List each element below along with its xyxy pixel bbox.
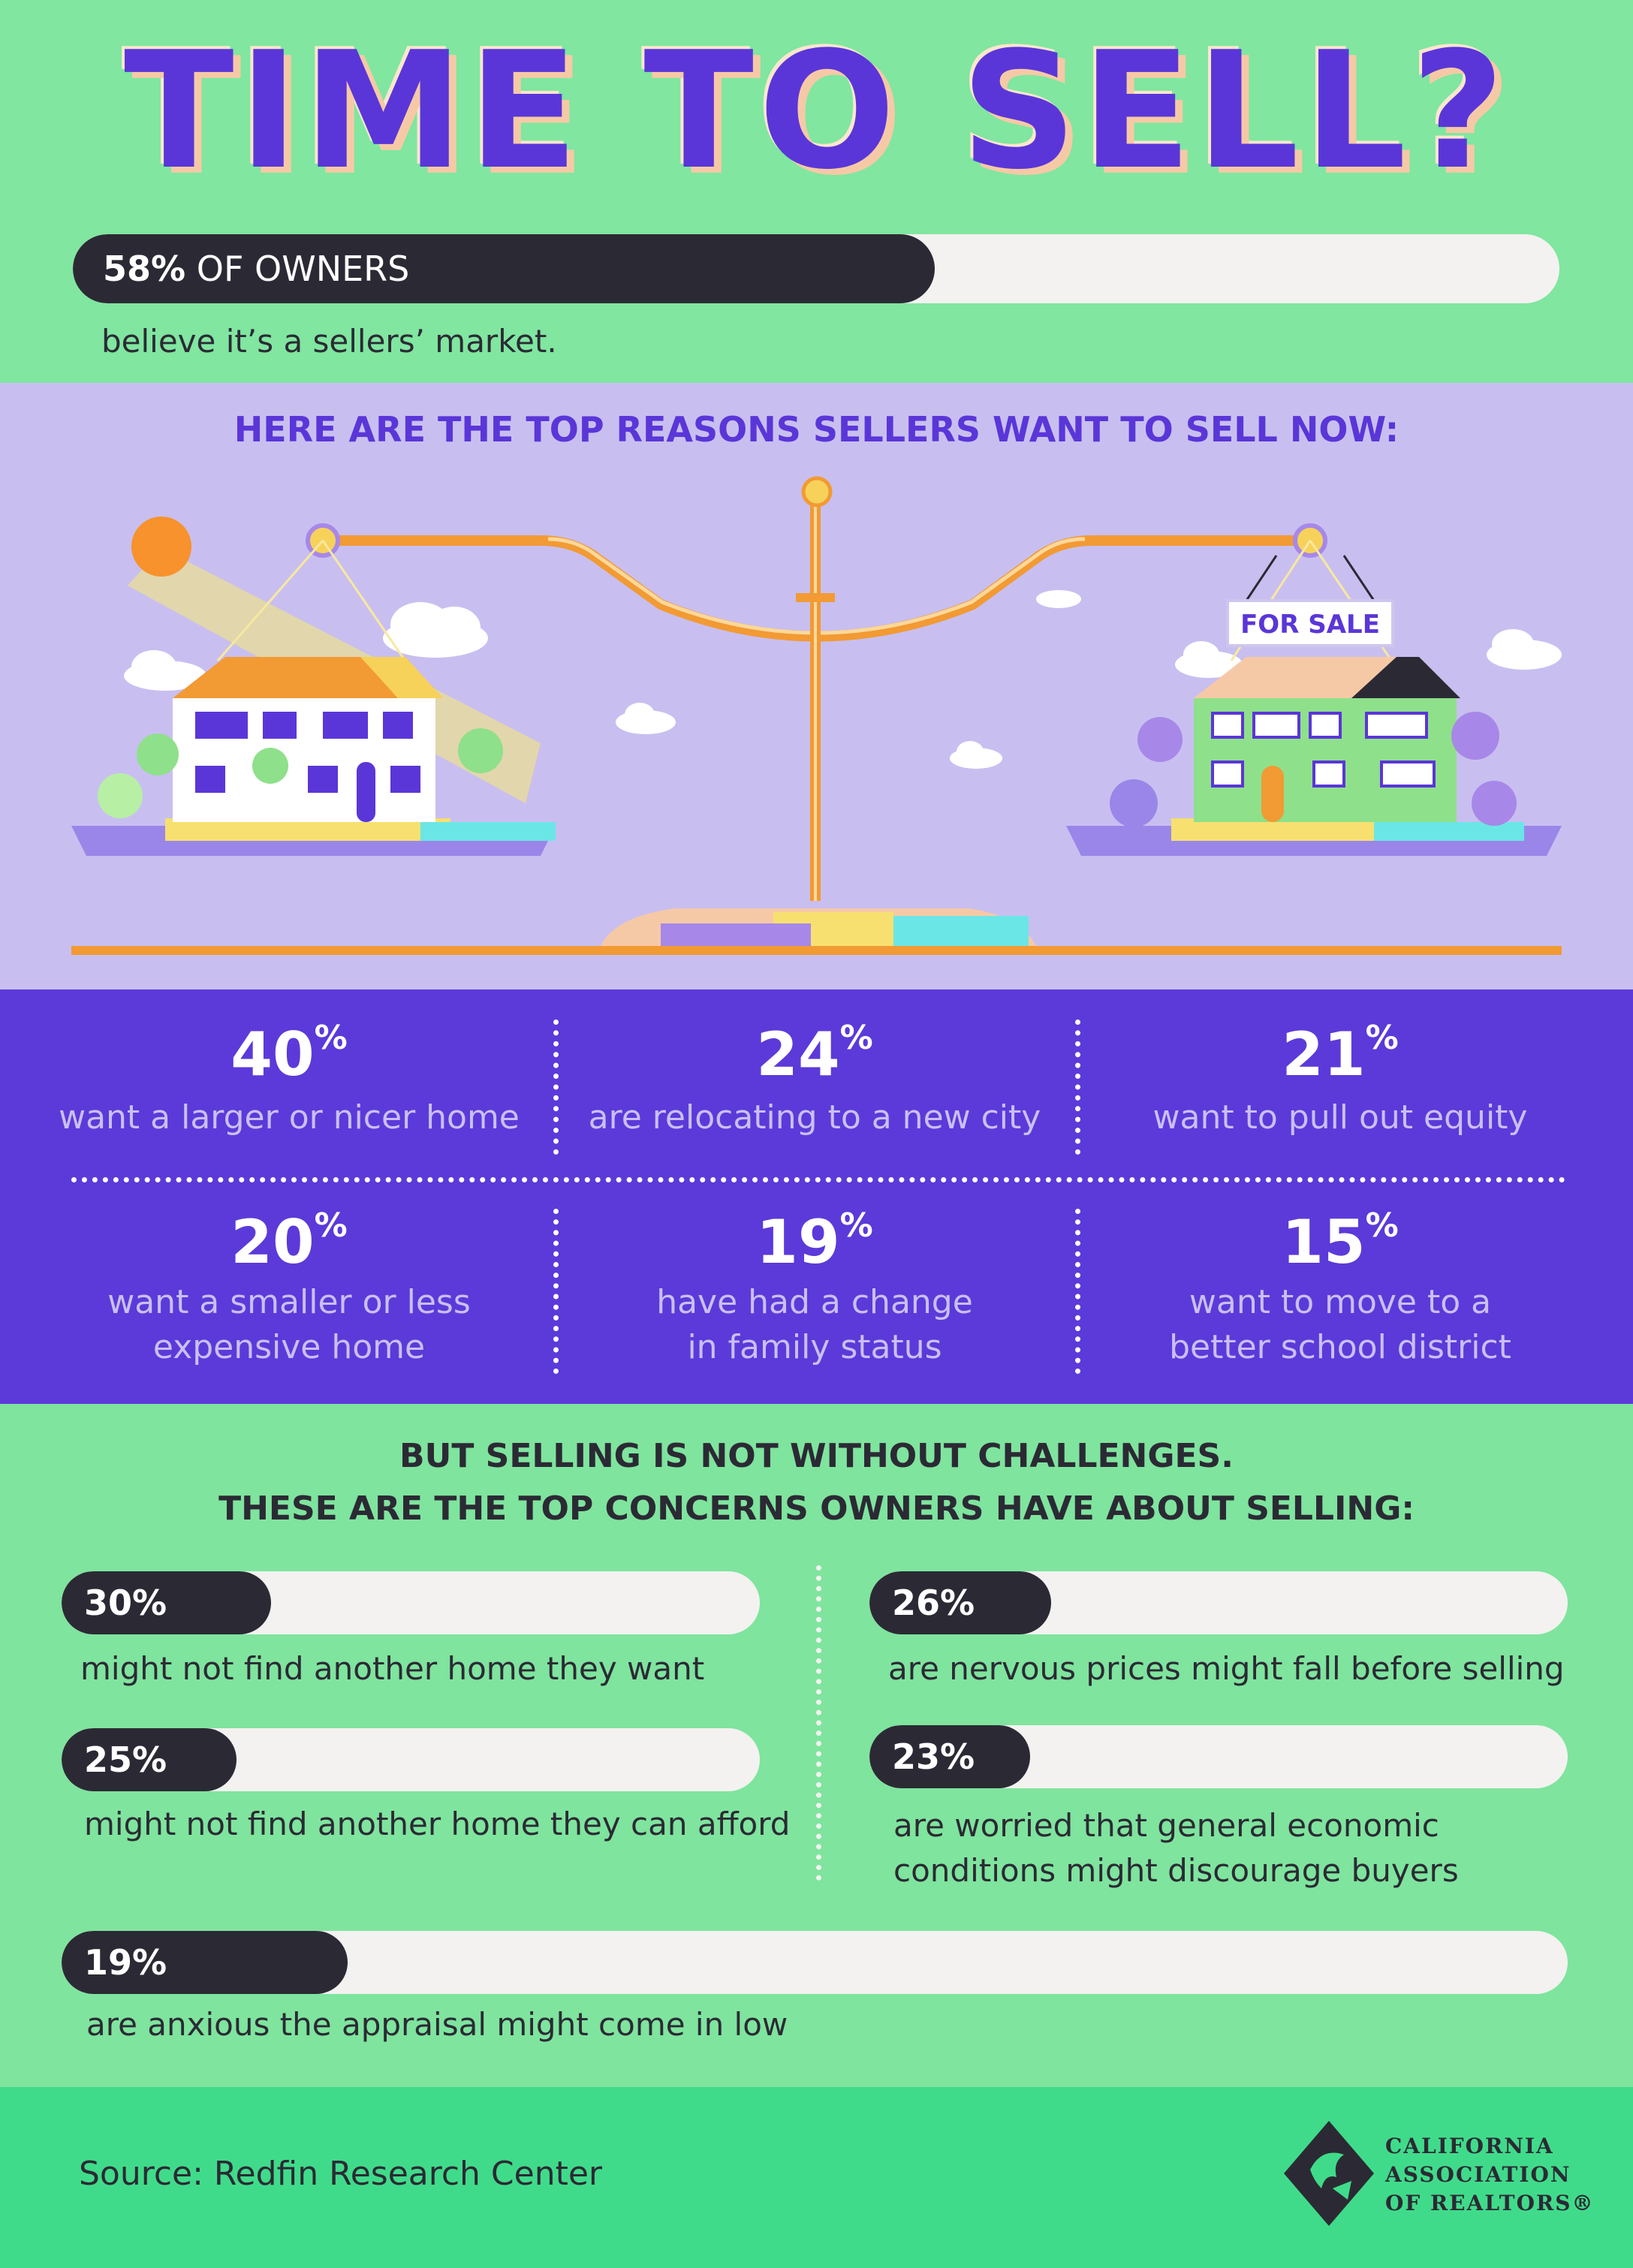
left-house-icon [71,657,556,856]
for-sale-sign-icon: FOR SALE [1226,555,1394,647]
concern-caption: might not find another home they can aff… [84,1806,791,1842]
divider [553,1020,559,1155]
reason-stat: 40% want a larger or nicer home [59,1019,520,1137]
owners-caption: believe it’s a sellers’ market. [101,323,557,360]
owners-percent: 58% [103,248,186,289]
sun-icon [131,517,191,577]
concern-caption: might not find another home they want [80,1650,705,1687]
divider [1075,1020,1080,1155]
concern-bar: 26% [869,1571,1568,1634]
reason-stat: 24% are relocating to a new city [588,1019,1041,1137]
reason-stat: 15% want to move to a better school distr… [1169,1206,1511,1367]
right-house-icon [1066,657,1562,856]
divider [1075,1209,1080,1374]
top-section [0,0,1633,383]
concern-caption: are nervous prices might fall before sel… [888,1650,1565,1687]
source-note: Source: Redfin Research Center [79,2155,603,2193]
concern-bar: 19% [62,1931,1568,1994]
concern-bar: 30% [62,1571,760,1634]
reason-stat: 21% want to pull out equity [1152,1019,1528,1137]
reasons-heading: HERE ARE THE TOP REASONS SELLERS WANT TO… [234,409,1399,450]
divider [553,1209,559,1374]
owners-label: OF OWNERS [185,248,410,289]
page-title: TIME TO SELL? [123,17,1510,205]
concern-caption: are anxious the appraisal might come in … [86,2006,788,2043]
concerns-heading: BUT SELLING IS NOT WITHOUT CHALLENGES. T… [218,1437,1415,1528]
reason-stat: 20% want a smaller or less expensive home [107,1206,471,1367]
reasons-stats-section [0,989,1633,1404]
car-logo-mark-icon [1284,2121,1374,2226]
owners-bar: 58% OF OWNERS [73,234,1559,303]
concern-bar: 25% [62,1728,760,1791]
owners-bar-fill: 58% OF OWNERS [73,234,936,303]
for-sale-sign-label: FOR SALE [1240,610,1380,640]
divider [71,1177,1565,1182]
divider [816,1565,821,1881]
concern-bar: 23% [869,1725,1568,1788]
car-logo: CALIFORNIA ASSOCIATION OF REALTORS® [1280,2117,1595,2237]
reason-stat: 19% have had a change in family status [656,1206,973,1367]
balance-scale-illustration: FOR SALE [71,476,1562,955]
concern-caption: are worried that general economic conditi… [893,1807,1459,1889]
